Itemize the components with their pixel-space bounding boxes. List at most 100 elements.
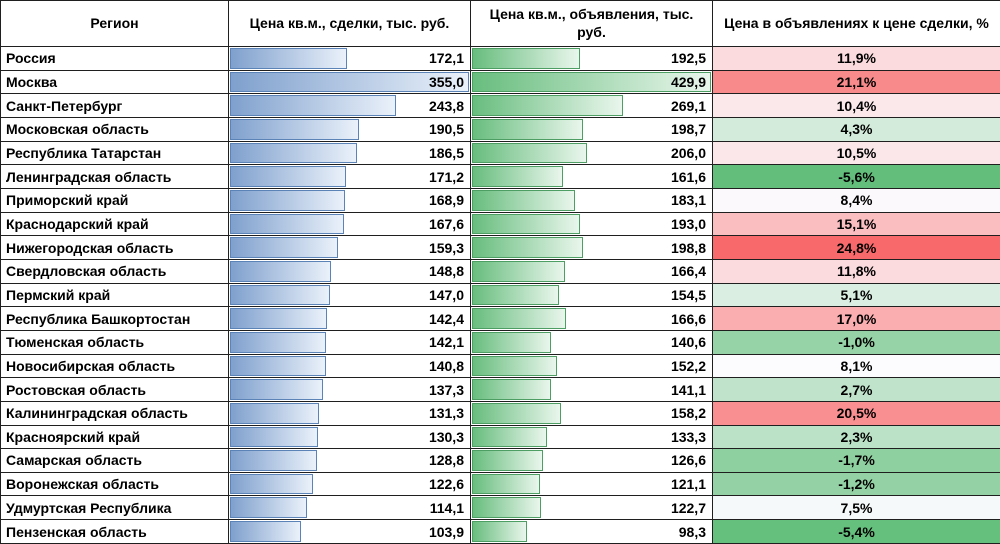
price-diff-cell: 11,8% xyxy=(712,258,1000,284)
deal-price-value: 148,8 xyxy=(428,263,464,280)
listing-price-bar xyxy=(472,450,543,471)
deal-price-cell: 130,3 xyxy=(228,424,471,450)
region-cell: Республика Башкортостан xyxy=(0,306,229,331)
listing-price-cell: 193,0 xyxy=(470,211,713,237)
listing-price-cell: 98,3 xyxy=(470,519,713,544)
listing-price-value: 192,5 xyxy=(670,50,706,67)
deal-price-cell: 122,6 xyxy=(228,471,471,497)
listing-price-cell: 192,5 xyxy=(470,46,713,71)
listing-price-bar xyxy=(472,213,581,235)
listing-price-bar xyxy=(472,260,566,282)
price-diff-cell: 24,8% xyxy=(712,235,1000,260)
deal-price-bar xyxy=(230,402,320,424)
price-diff-cell: -5,6% xyxy=(712,164,1000,189)
table-row: Воронежская область 122,6 121,1 -1,2% xyxy=(0,471,1000,497)
listing-price-cell: 122,7 xyxy=(470,495,713,521)
price-diff-cell: 2,3% xyxy=(712,424,1000,450)
listing-price-cell: 141,1 xyxy=(470,377,713,402)
deal-price-value: 114,1 xyxy=(429,499,464,516)
listing-price-cell: 133,3 xyxy=(470,424,713,450)
deal-price-value: 131,3 xyxy=(428,405,464,422)
region-cell: Ленинградская область xyxy=(0,164,229,189)
region-cell: Республика Татарстан xyxy=(0,140,229,166)
deal-price-bar xyxy=(230,355,326,377)
table-row: Республика Татарстан 186,5 206,0 10,5% xyxy=(0,140,1000,166)
table-row: Ростовская область 137,3 141,1 2,7% xyxy=(0,377,1000,402)
deal-price-value: 130,3 xyxy=(428,428,464,445)
deal-price-cell: 137,3 xyxy=(228,377,471,402)
deal-price-value: 171,2 xyxy=(428,168,464,185)
table-row: Новосибирская область 140,8 152,2 8,1% xyxy=(0,353,1000,379)
listing-price-bar xyxy=(472,379,552,400)
deal-price-cell: 142,1 xyxy=(228,329,471,355)
table-row: Свердловская область 148,8 166,4 11,8% xyxy=(0,258,1000,284)
listing-price-value: 193,0 xyxy=(670,215,706,232)
listing-price-bar xyxy=(472,402,561,424)
deal-price-bar xyxy=(230,142,357,164)
table-row: Республика Башкортостан 142,4 166,6 17,0… xyxy=(0,306,1000,331)
table-row: Москва 355,0 429,9 21,1% xyxy=(0,69,1000,95)
table-body: Россия 172,1 192,5 11,9% Москва 355,0 42… xyxy=(0,46,1000,544)
price-diff-cell: -1,7% xyxy=(712,448,1000,473)
table-row: Московская область 190,5 198,7 4,3% xyxy=(0,116,1000,142)
deal-price-value: 103,9 xyxy=(428,523,464,540)
table-row: Краснодарский край 167,6 193,0 15,1% xyxy=(0,211,1000,237)
deal-price-bar xyxy=(230,237,339,258)
price-diff-cell: 15,1% xyxy=(712,211,1000,237)
deal-price-cell: 355,0 xyxy=(228,69,471,95)
table-row: Ленинградская область 171,2 161,6 -5,6% xyxy=(0,164,1000,189)
listing-price-bar xyxy=(472,426,547,448)
region-cell: Свердловская область xyxy=(0,258,229,284)
price-diff-cell: 7,5% xyxy=(712,495,1000,521)
listing-price-value: 98,3 xyxy=(678,523,706,540)
region-cell: Пензенская область xyxy=(0,519,229,544)
deal-price-cell: 142,4 xyxy=(228,306,471,331)
header-row: Регион Цена кв.м., сделки, тыс. руб. Цен… xyxy=(0,0,1000,47)
price-diff-cell: -1,2% xyxy=(712,471,1000,497)
listing-price-value: 269,1 xyxy=(670,97,706,114)
price-diff-cell: 4,3% xyxy=(712,116,1000,142)
deal-price-value: 186,5 xyxy=(428,144,464,161)
deal-price-cell: 140,8 xyxy=(228,353,471,379)
region-cell: Нижегородская область xyxy=(0,235,229,260)
listing-price-value: 122,7 xyxy=(670,499,706,516)
price-diff-cell: 20,5% xyxy=(712,400,1000,426)
listing-price-cell: 198,7 xyxy=(470,116,713,142)
listing-price-bar xyxy=(472,71,711,93)
table-row: Красноярский край 130,3 133,3 2,3% xyxy=(0,424,1000,450)
listing-price-cell: 429,9 xyxy=(470,69,713,95)
deal-price-value: 137,3 xyxy=(428,381,464,398)
deal-price-cell: 172,1 xyxy=(228,46,471,71)
listing-price-value: 429,9 xyxy=(670,73,706,90)
price-diff-cell: 17,0% xyxy=(712,306,1000,331)
listing-price-value: 140,6 xyxy=(670,334,706,351)
listing-price-bar xyxy=(472,118,584,140)
listing-price-bar xyxy=(472,331,551,353)
deal-price-bar xyxy=(230,118,360,140)
listing-price-value: 206,0 xyxy=(670,144,706,161)
region-cell: Россия xyxy=(0,46,229,71)
region-cell: Ростовская область xyxy=(0,377,229,402)
listing-price-bar xyxy=(472,308,566,329)
deal-price-value: 172,1 xyxy=(428,50,464,67)
region-cell: Санкт-Петербург xyxy=(0,93,229,118)
region-cell: Краснодарский край xyxy=(0,211,229,237)
deal-price-value: 128,8 xyxy=(428,452,464,469)
listing-price-value: 166,6 xyxy=(670,310,706,327)
deal-price-cell: 186,5 xyxy=(228,140,471,166)
price-diff-cell: 5,1% xyxy=(712,282,1000,308)
deal-price-cell: 103,9 xyxy=(228,519,471,544)
deal-price-value: 147,0 xyxy=(428,286,464,303)
price-diff-cell: 2,7% xyxy=(712,377,1000,402)
listing-price-bar xyxy=(472,497,541,519)
table-row: Нижегородская область 159,3 198,8 24,8% xyxy=(0,235,1000,260)
listing-price-value: 126,6 xyxy=(670,452,706,469)
deal-price-cell: 131,3 xyxy=(228,400,471,426)
region-cell: Красноярский край xyxy=(0,424,229,450)
listing-price-bar xyxy=(472,142,588,164)
deal-price-bar xyxy=(230,260,331,282)
region-cell: Воронежская область xyxy=(0,471,229,497)
listing-price-bar xyxy=(472,473,540,495)
table-row: Россия 172,1 192,5 11,9% xyxy=(0,46,1000,71)
deal-price-cell: 190,5 xyxy=(228,116,471,142)
